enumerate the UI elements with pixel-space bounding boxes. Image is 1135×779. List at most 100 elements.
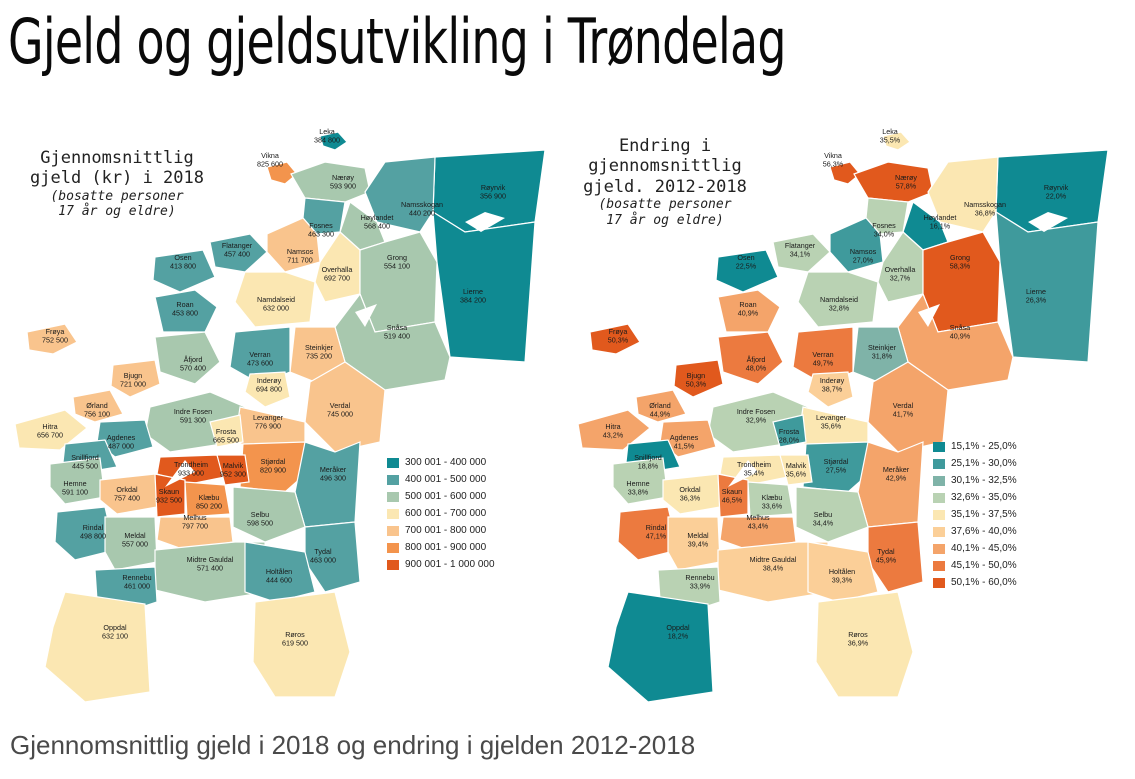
municipality-fosnes	[302, 197, 346, 235]
municipality-value: 27,5%	[826, 466, 847, 475]
municipality-value: 752 500	[42, 336, 68, 345]
municipality-inderøy	[244, 371, 291, 408]
municipality-name: Bjugn	[687, 371, 705, 380]
municipality-value: 18,2%	[668, 632, 689, 641]
change-map-legend: 15,1% - 25,0% 25,1% - 30,0% 30,1% - 32,5…	[933, 438, 1017, 591]
municipality-label: Hitra 656 700	[37, 422, 63, 440]
municipality-value: 33,8%	[628, 488, 649, 497]
municipality-label: Roan 453 800	[172, 300, 198, 318]
municipality-name: Verran	[249, 350, 270, 359]
municipality-label: Orkdal 757 400	[114, 485, 140, 503]
municipality-name: Levanger	[816, 413, 847, 422]
municipality-name: Leka	[319, 127, 335, 136]
municipality-name: Tydal	[314, 547, 332, 556]
municipality-label: Inderøy 694 800	[256, 376, 282, 394]
municipality-value: 356 900	[480, 192, 506, 201]
municipality-value: 568 400	[364, 222, 390, 231]
municipality-value: 56,3%	[823, 160, 844, 169]
legend-item: 40,1% - 45,0%	[933, 540, 1017, 557]
municipality-value: 756 100	[84, 410, 110, 419]
municipality-value: 33,9%	[690, 582, 711, 591]
municipality-label: Vikna 825 600	[257, 151, 283, 169]
municipality-flatanger	[772, 233, 831, 273]
municipality-name: Osen	[174, 253, 191, 262]
municipality-label: Oppdal 632 100	[102, 623, 128, 641]
municipality-label: Malvik 952 300	[220, 461, 246, 479]
municipality-value: 591 300	[180, 416, 206, 425]
municipality-name: Orkdal	[679, 485, 701, 494]
debt-map-subtitle-line-1: (bosatte personer	[50, 188, 184, 204]
municipality-label: Meråker 496 300	[320, 465, 347, 483]
legend-swatch	[387, 474, 399, 485]
municipality-name: Høylandet	[361, 213, 394, 222]
municipality-name: Levanger	[253, 413, 284, 422]
municipality-name: Hitra	[42, 422, 57, 431]
municipality-frosta	[209, 414, 244, 448]
legend-item: 700 001 - 800 000	[387, 522, 495, 539]
municipality-value: 445 500	[72, 462, 98, 471]
municipality-name: Bjugn	[124, 371, 142, 380]
municipality-value: 463 300	[308, 230, 334, 239]
municipality-name: Overhalla	[885, 265, 916, 274]
municipality-value: 776 900	[255, 422, 281, 431]
municipality-label: Osen 413 800	[170, 253, 196, 271]
municipality-agdenes	[659, 419, 717, 458]
municipality-name: Røyrvik	[481, 183, 506, 192]
municipality-label: Meråker 42,9%	[883, 465, 910, 483]
municipality-klæbu	[747, 481, 794, 518]
municipality-name: Melhus	[183, 513, 207, 522]
municipality-value: 473 600	[247, 359, 273, 368]
municipality-label: Selbu 34,4%	[813, 510, 834, 528]
municipality-value: 27,0%	[853, 256, 874, 265]
municipality-label: Åfjord 570 400	[180, 355, 206, 373]
municipality-label: Oppdal 18,2%	[666, 623, 690, 641]
municipality-name: Skaun	[722, 487, 742, 496]
municipality-value: 598 500	[247, 519, 273, 528]
municipality-value: 28,0%	[779, 436, 800, 445]
municipality-value: 591 100	[62, 488, 88, 497]
municipality-value: 35,5%	[880, 136, 901, 145]
municipality-label: Rennebu 33,9%	[685, 573, 714, 591]
municipality-label: Skaun 932 500	[156, 487, 182, 505]
legend-item: 32,6% - 35,0%	[933, 489, 1017, 506]
debt-map-title-line-2: gjeld (kr) i 2018	[30, 168, 204, 189]
municipality-label: Røros 619 500	[282, 630, 308, 648]
municipality-hitra	[577, 409, 651, 451]
municipality-name: Klæbu	[199, 493, 220, 502]
municipality-value: 48,0%	[746, 364, 767, 373]
municipality-value: 32,8%	[829, 304, 850, 313]
municipality-name: Fosnes	[309, 221, 333, 230]
legend-swatch	[387, 525, 399, 536]
municipality-name: Roan	[739, 300, 756, 309]
legend-label: 700 001 - 800 000	[405, 525, 487, 536]
municipality-name: Oppdal	[103, 623, 127, 632]
legend-swatch	[387, 457, 399, 468]
legend-label: 32,6% - 35,0%	[951, 492, 1017, 503]
municipality-label: Tydal 45,9%	[876, 547, 897, 565]
municipality-label: Namsos 711 700	[287, 247, 314, 265]
municipality-value: 933 000	[178, 469, 204, 478]
municipality-value: 453 800	[172, 309, 198, 318]
municipality-value: 656 700	[37, 431, 63, 440]
municipality-label: Hemne 33,8%	[626, 479, 649, 497]
municipality-label: Fosnes 34,0%	[872, 221, 896, 239]
municipality-label: Holtålen 39,3%	[829, 567, 855, 585]
municipality-value: 413 800	[170, 262, 196, 271]
municipality-grong	[359, 231, 438, 333]
lake-shape	[465, 212, 505, 232]
municipality-label: Klæbu 850 200	[196, 493, 222, 511]
municipality-value: 570 400	[180, 364, 206, 373]
change-map-title-line-2: gjennomsnittlig	[588, 156, 742, 177]
municipality-name: Snåsa	[387, 323, 407, 332]
legend-label: 35,1% - 37,5%	[951, 509, 1017, 520]
municipality-hemne	[612, 457, 669, 505]
municipality-meråker	[857, 441, 924, 528]
municipality-value: 665 500	[213, 436, 239, 445]
municipality-value: 745 000	[327, 410, 353, 419]
municipality-name: Klæbu	[762, 493, 783, 502]
municipality-value: 31,8%	[872, 352, 893, 361]
legend-label: 30,1% - 32,5%	[951, 475, 1017, 486]
municipality-name: Indre Fosen	[737, 407, 775, 416]
municipality-klæbu	[184, 481, 231, 518]
municipality-name: Røros	[285, 630, 305, 639]
